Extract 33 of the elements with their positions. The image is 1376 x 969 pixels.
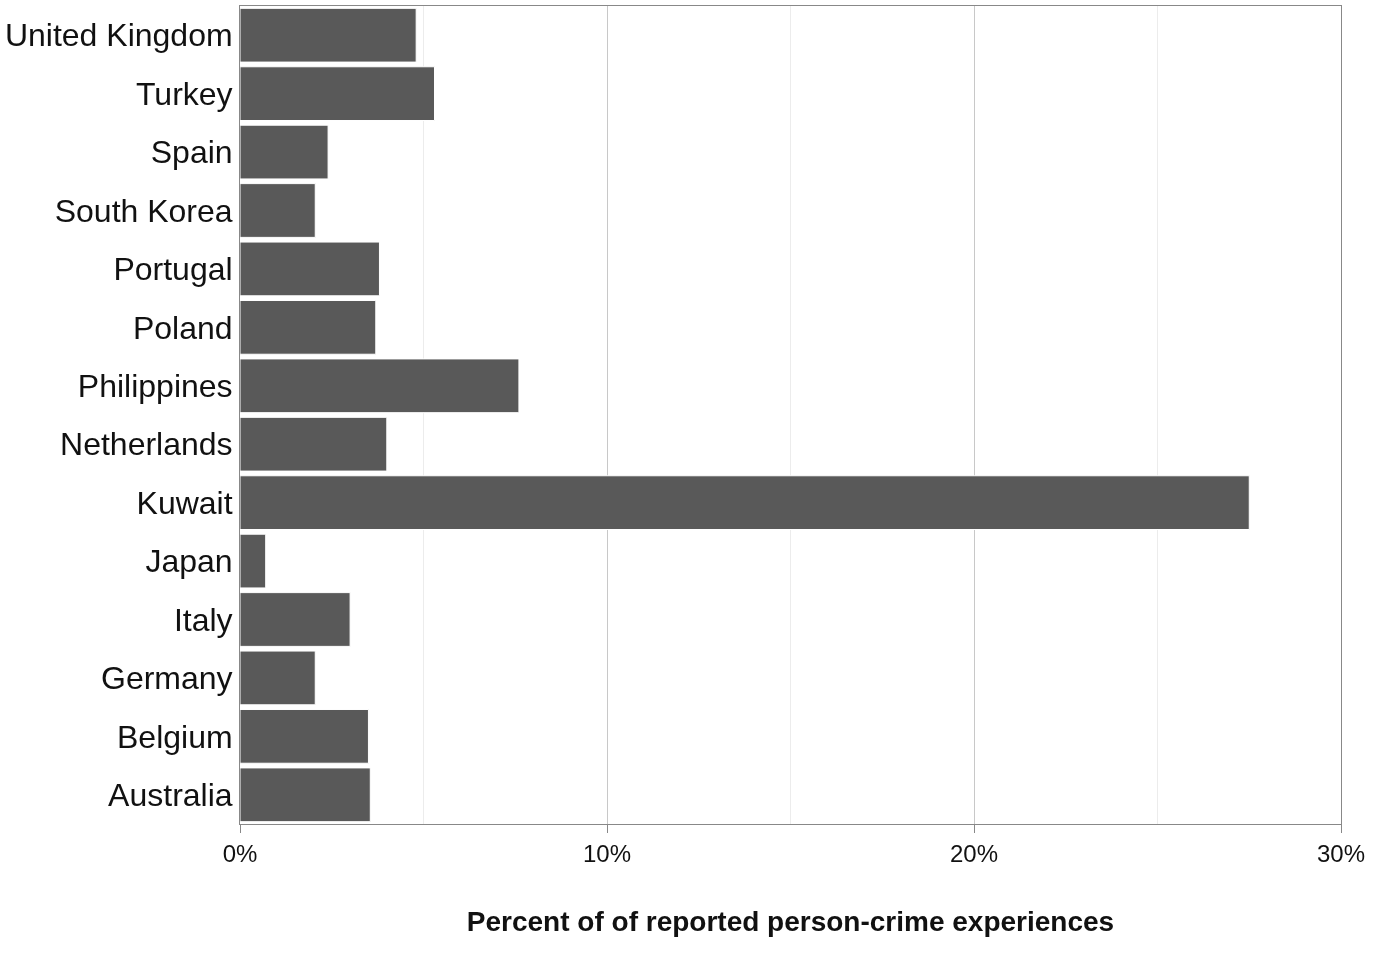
y-tick-label: Belgium: [116, 718, 233, 755]
y-tick-label: Turkey: [135, 75, 233, 112]
bar: [240, 241, 380, 297]
bar: [240, 299, 377, 355]
y-tick-label: Germany: [101, 660, 233, 697]
y-tick-label: Australia: [108, 776, 233, 813]
x-tick-label: 10%: [582, 839, 632, 867]
y-tick-label: Japan: [145, 543, 233, 580]
bar: [240, 592, 351, 647]
bar: [240, 66, 436, 122]
y-tick-label: Kuwait: [136, 484, 233, 521]
bar: [240, 650, 316, 706]
y-tick-label: Spain: [150, 134, 233, 171]
bar: [240, 183, 316, 238]
bar: [240, 533, 267, 589]
x-axis-title: Percent of of reported person-crime experiences: [466, 905, 1115, 937]
bar: [240, 7, 417, 63]
bar: [240, 767, 371, 823]
y-tick-label: Philippines: [77, 367, 233, 404]
y-tick-label: United Kingdom: [4, 17, 233, 54]
y-tick-label: Netherlands: [60, 426, 233, 463]
bar: [240, 475, 1250, 531]
bar: [240, 416, 388, 472]
y-tick-label: Italy: [173, 601, 233, 638]
bar: [240, 358, 520, 414]
y-tick-label: Poland: [132, 309, 233, 346]
x-tick-label: 20%: [949, 839, 999, 867]
y-tick-label: Portugal: [113, 251, 233, 288]
y-tick-label: South Korea: [54, 192, 233, 229]
bar: [240, 124, 329, 180]
x-tick-label: 30%: [1316, 839, 1366, 867]
x-tick-label: 0%: [222, 839, 258, 867]
bar: [240, 708, 369, 764]
